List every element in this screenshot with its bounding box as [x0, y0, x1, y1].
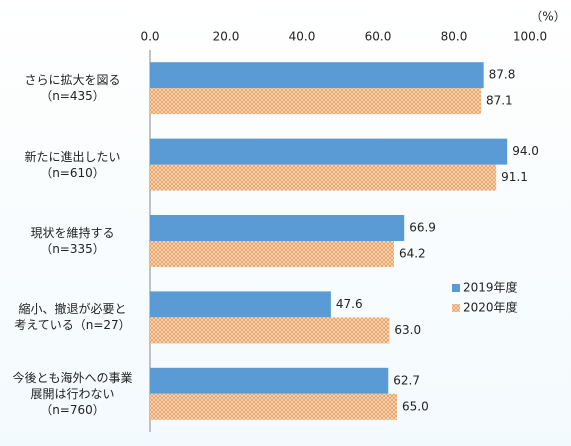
bar	[150, 164, 497, 191]
x-tick-label: 100.0	[513, 30, 547, 44]
bar	[150, 241, 394, 267]
x-tick-label: 0.0	[140, 30, 159, 44]
x-tick-label: 80.0	[441, 30, 468, 44]
category-label: さらに拡大を図る （n=435）	[24, 73, 121, 104]
value-label: 91.1	[501, 170, 528, 184]
bar	[150, 367, 389, 394]
bar	[150, 62, 484, 89]
category-label: 新たに進出したい （n=610）	[24, 149, 121, 180]
legend-swatch	[452, 304, 460, 312]
value-label: 62.7	[393, 373, 420, 387]
value-label: 94.0	[512, 144, 539, 158]
unit-label: （%）	[530, 10, 565, 24]
bar	[150, 215, 405, 241]
value-label: 87.1	[486, 94, 513, 108]
bar	[150, 393, 397, 420]
bar	[150, 291, 331, 318]
value-label: 47.6	[336, 297, 363, 311]
bar	[150, 317, 390, 344]
category-label: 縮小、撤退が必要と 考えている（n=27）	[14, 302, 131, 333]
value-label: 63.0	[394, 323, 421, 337]
bar	[150, 138, 508, 165]
value-label: 66.9	[409, 221, 436, 235]
legend-swatch	[452, 284, 460, 292]
category-label: 現状を維持する （n=335）	[30, 226, 115, 256]
legend-label: 2020年度	[463, 300, 518, 315]
x-tick-label: 20.0	[213, 30, 240, 44]
value-label: 65.0	[402, 399, 429, 413]
value-label: 87.8	[489, 68, 516, 82]
category-label: 今後とも海外への事業 展開は行わない （n=760）	[12, 370, 133, 417]
value-label: 64.2	[399, 247, 426, 261]
x-tick-label: 60.0	[365, 30, 392, 44]
legend-label: 2019年度	[463, 280, 518, 295]
bar	[150, 88, 481, 115]
x-tick-label: 40.0	[289, 30, 316, 44]
